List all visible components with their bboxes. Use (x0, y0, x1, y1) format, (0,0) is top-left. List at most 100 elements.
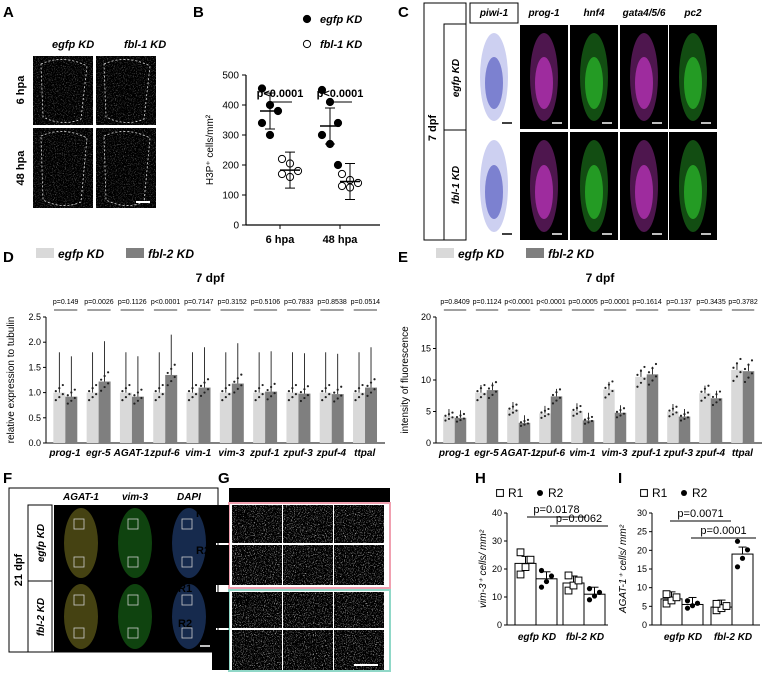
bar-fbl-2 KD-R2 (731, 553, 754, 626)
roi-box (181, 556, 193, 568)
data-point (161, 393, 164, 396)
data-point (221, 399, 224, 402)
data-point (483, 393, 486, 396)
roi-box (127, 556, 139, 568)
data-point (747, 376, 750, 379)
row-label: egfp KD (215, 506, 225, 541)
y-tick-label: 25 (637, 527, 647, 537)
data-point (636, 385, 639, 388)
data-point (366, 384, 369, 387)
p-value: p=0.1126 (118, 299, 147, 306)
channel-label-2: DAPI (348, 491, 372, 502)
data-point-R1 (569, 581, 578, 590)
row-label-egfp: egfp KD (451, 59, 462, 97)
data-point (511, 405, 515, 408)
bar-vim-1-0 (186, 392, 199, 443)
bar-vim-1-1 (198, 387, 211, 443)
data-point (103, 385, 106, 389)
micrograph-f (162, 581, 216, 652)
x-tick-label: vim-1 (569, 448, 596, 459)
x-tick-label: zpuf-6 (149, 448, 180, 459)
data-point (100, 378, 103, 381)
data-point (140, 388, 143, 391)
y-tick-label: 15 (637, 564, 647, 574)
data-point (261, 383, 264, 387)
data-point (206, 378, 210, 381)
data-point (739, 357, 742, 361)
data-point (287, 389, 291, 393)
row-box-fbl1 (443, 129, 467, 241)
data-point (369, 391, 373, 394)
data-point (523, 419, 526, 423)
data-point (519, 424, 523, 427)
region-label-R2: R2 (236, 597, 249, 608)
data-point (543, 409, 547, 412)
data-point (732, 366, 735, 369)
p-value: p=0.137 (666, 299, 692, 306)
data-point (462, 412, 466, 416)
data-point (306, 385, 310, 388)
data-point (203, 381, 206, 384)
data-point (321, 389, 324, 393)
legend-marker-R2 (537, 490, 543, 496)
data-point (715, 393, 718, 396)
data-point (668, 415, 671, 418)
data-point-R1 (672, 593, 681, 602)
data-point (462, 417, 466, 420)
x-tick-label: zpuf-1 (631, 448, 662, 459)
data-point-R2 (591, 593, 598, 599)
row-box (212, 545, 229, 585)
stain-label-4: pc2 (683, 8, 702, 19)
micrograph-f (54, 505, 108, 581)
roi-box (73, 594, 85, 606)
data-point-R2 (734, 564, 741, 570)
data-point-R1 (564, 586, 573, 595)
chart-title: 7 dpf (586, 271, 616, 285)
y-axis-title: vim-3⁺ cells/ mm² (478, 529, 489, 608)
panel-letter-A: A (3, 4, 14, 21)
worm-body (172, 508, 206, 578)
data-point (743, 380, 747, 384)
x-tick-label: egr-5 (86, 448, 111, 459)
data-point (547, 413, 550, 416)
data-point (224, 396, 227, 399)
y-tick-label: 20 (421, 312, 431, 322)
data-point (270, 395, 273, 398)
panel-letter-D: D (3, 249, 14, 266)
bar-egr-5-1 (486, 390, 499, 443)
bar-egr-5-0 (86, 392, 99, 443)
chart-title: 7 dpf (196, 271, 226, 285)
worm-body (118, 584, 152, 649)
region-label-R1: R1 (178, 583, 192, 595)
data-point (718, 390, 722, 393)
data-point (622, 407, 626, 410)
data-point (491, 393, 494, 396)
data-point (324, 386, 327, 390)
legend-swatch-egfp (436, 248, 454, 258)
data-point (735, 375, 739, 378)
row-box-egfp (27, 504, 53, 582)
data-point (683, 413, 686, 416)
data-point (611, 380, 614, 383)
data-point (100, 389, 103, 392)
data-point (587, 421, 590, 424)
roi-box (127, 594, 139, 606)
region-label-R1: R1 (236, 511, 249, 522)
data-point (455, 415, 459, 419)
data-point (654, 375, 658, 378)
p-value: p=0.8538 (317, 299, 346, 306)
data-point (747, 363, 750, 366)
roi-box (127, 627, 139, 639)
bar-zpuf-4-1 (710, 398, 723, 443)
panel-letter-C: C (398, 4, 409, 21)
x-tick-label: vim-3 (218, 448, 245, 459)
data-point (487, 387, 491, 390)
legend-fbl2: fbl-2 KD (548, 247, 594, 261)
p-value: p<0.0001 (317, 88, 364, 100)
data-point (133, 402, 136, 405)
data-point-R1 (722, 602, 731, 610)
data-point (575, 406, 579, 410)
micrograph-texture (283, 545, 333, 585)
legend-R2: R2 (548, 486, 564, 500)
y-tick-label: 0.5 (28, 413, 41, 423)
